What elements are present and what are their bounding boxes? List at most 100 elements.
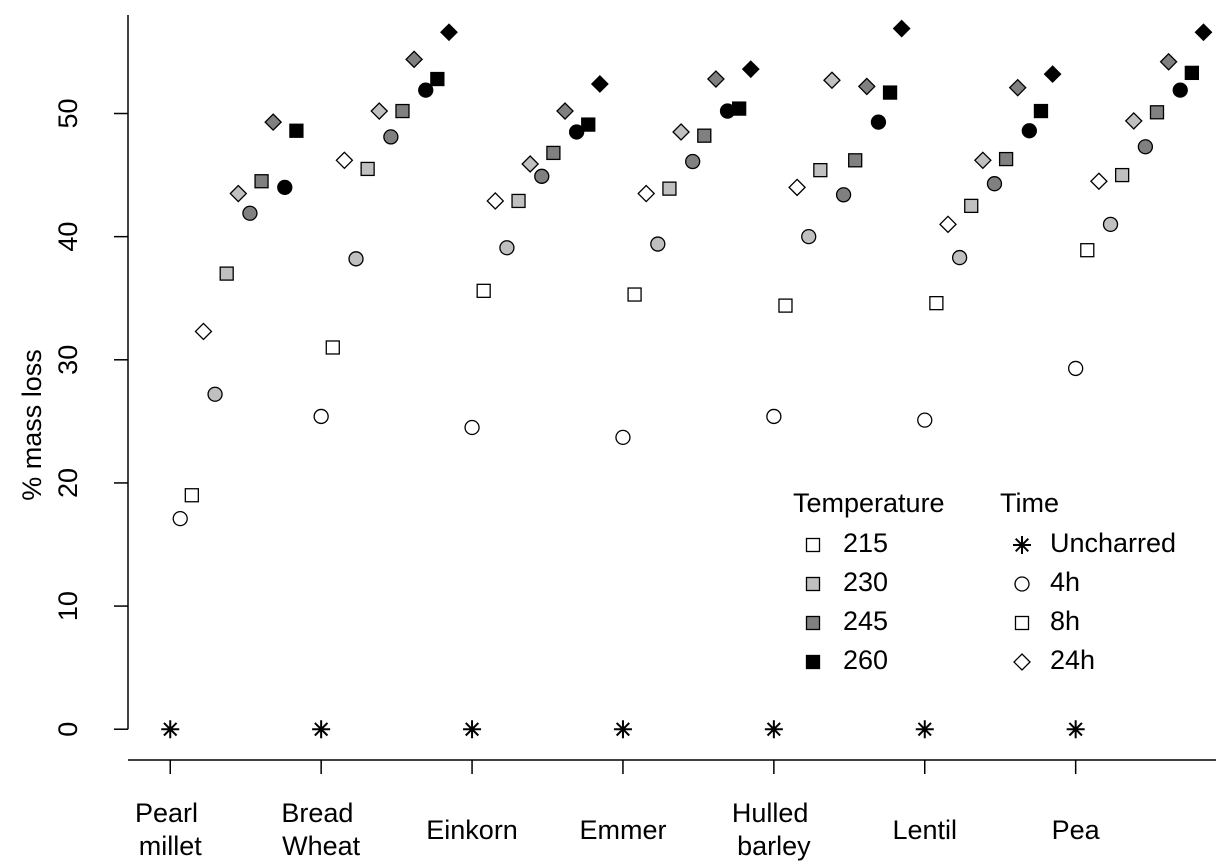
y-tick-label: 40: [53, 222, 83, 252]
data-point: [184, 488, 199, 503]
data-point: [370, 102, 389, 120]
data-point: [766, 408, 782, 425]
data-point: [706, 70, 725, 88]
legend-title: Time: [1000, 488, 1059, 518]
y-axis-label: % mass loss: [17, 349, 47, 501]
data-point: [1137, 139, 1154, 155]
data-point: [534, 168, 550, 184]
y-tick-label: 10: [53, 591, 83, 621]
legend-label: Uncharred: [1050, 528, 1176, 558]
x-tick-label: Einkorn: [426, 815, 518, 845]
data-point: [383, 129, 399, 145]
x-tick-label: Bread Wheat: [281, 798, 361, 861]
data-point: [418, 82, 434, 98]
data-point: [892, 19, 911, 38]
data-point: [556, 102, 574, 120]
data-point: [986, 176, 1003, 192]
data-point: [1089, 172, 1108, 191]
data-point: [440, 23, 458, 42]
data-point: [1066, 720, 1085, 739]
data-point: [405, 50, 424, 69]
data-point: [801, 229, 817, 245]
data-point: [823, 71, 841, 90]
legend-label: 215: [843, 528, 888, 558]
data-point: [348, 251, 364, 267]
legend-marker: [805, 576, 821, 592]
legend-label: 230: [843, 567, 888, 597]
data-point: [627, 287, 642, 302]
legend-label: 4h: [1050, 567, 1080, 597]
legend-marker: [1013, 653, 1031, 671]
data-point: [172, 510, 188, 527]
data-point: [161, 720, 180, 739]
data-point: [395, 103, 410, 119]
data-point: [521, 155, 540, 173]
data-point: [1194, 23, 1213, 42]
data-point: [1033, 103, 1049, 119]
data-point: [1102, 216, 1119, 232]
data-point: [254, 174, 269, 189]
data-point: [207, 386, 223, 402]
y-tick-label: 30: [53, 345, 83, 375]
legend-marker: [1014, 615, 1030, 631]
data-point: [219, 266, 234, 281]
data-point: [581, 117, 596, 132]
y-tick-label: 20: [53, 468, 83, 498]
x-tick-label: Pearl millet: [135, 798, 206, 861]
data-point: [194, 322, 213, 341]
data-point: [615, 429, 631, 446]
data-point: [741, 60, 760, 79]
legend-label: 260: [843, 645, 888, 675]
data-point: [511, 193, 526, 209]
data-point: [264, 113, 283, 132]
data-point: [277, 179, 293, 196]
x-tick-label: Hulled barley: [732, 798, 816, 861]
data-point: [486, 192, 505, 210]
x-tick-label: Pea: [1052, 815, 1101, 845]
data-point: [973, 151, 992, 170]
data-point: [613, 720, 632, 739]
data-point: [788, 178, 807, 197]
data-point: [325, 340, 340, 355]
data-point: [229, 184, 248, 203]
data-point: [964, 198, 979, 214]
data-point: [499, 240, 515, 256]
legend-marker: [805, 537, 821, 553]
data-point: [1184, 65, 1200, 81]
data-point: [939, 215, 957, 234]
data-point: [697, 128, 712, 143]
data-point: [998, 151, 1014, 167]
data-point: [1043, 65, 1062, 84]
data-point: [430, 71, 445, 87]
data-point: [1124, 111, 1143, 130]
y-tick-label: 50: [53, 98, 83, 128]
data-point: [685, 153, 701, 170]
data-point: [463, 720, 482, 739]
legend-marker: [1013, 536, 1031, 554]
data-point: [242, 205, 258, 221]
data-point: [1172, 82, 1188, 98]
data-point: [929, 295, 944, 311]
data-point: [848, 153, 863, 168]
data-point: [1159, 52, 1178, 71]
data-point: [662, 181, 677, 196]
legend-marker: [1014, 576, 1030, 592]
data-point: [917, 412, 933, 428]
data-point: [778, 298, 793, 313]
data-point: [1149, 105, 1165, 120]
data-point: [835, 187, 852, 203]
legend-label: 8h: [1050, 606, 1080, 636]
data-point: [464, 419, 480, 436]
data-point: [915, 720, 934, 739]
data-point: [1021, 123, 1037, 139]
data-point: [312, 720, 331, 739]
data-point: [870, 114, 887, 130]
data-point: [1068, 360, 1084, 377]
data-point: [857, 77, 876, 96]
data-point: [313, 408, 329, 425]
data-point: [732, 101, 747, 116]
data-point: [289, 123, 304, 138]
legend-marker: [805, 615, 821, 631]
data-point: [546, 145, 561, 161]
